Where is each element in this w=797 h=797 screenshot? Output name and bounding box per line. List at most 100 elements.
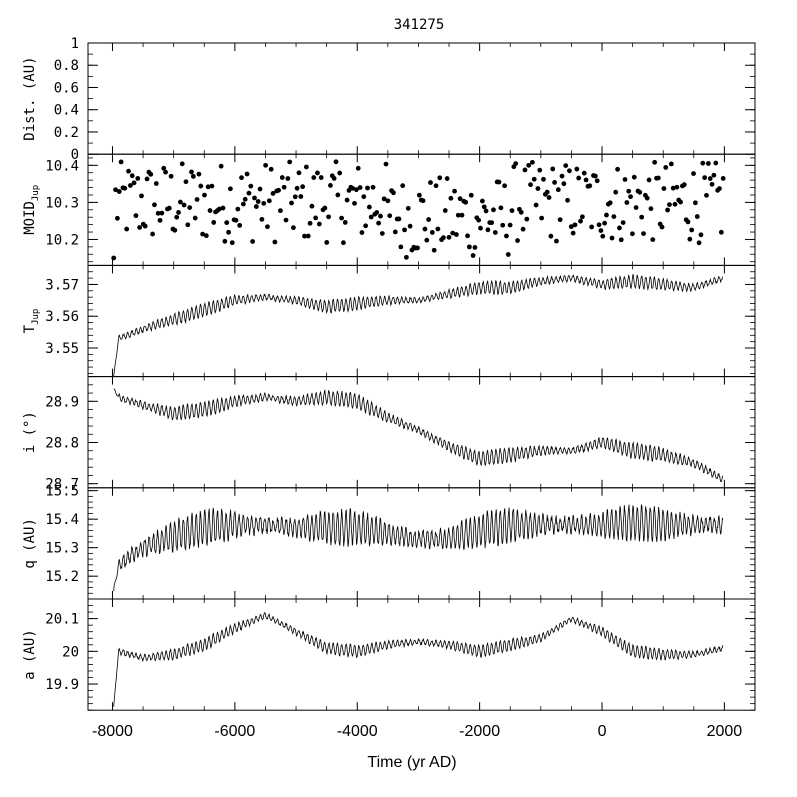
- y-tick-label: 19.9: [45, 677, 79, 693]
- moid-point: [137, 225, 143, 230]
- moid-point: [148, 171, 154, 177]
- moid-point: [544, 189, 550, 195]
- moid-point: [163, 169, 168, 175]
- moid-point: [376, 220, 382, 226]
- moid-point: [554, 238, 559, 244]
- moid-point: [637, 189, 643, 195]
- moid-point: [507, 222, 513, 228]
- x-tick-label: -8000: [92, 723, 133, 740]
- moid-point: [670, 185, 676, 191]
- y-tick-label: 10.4: [45, 158, 79, 174]
- moid-point: [613, 189, 619, 195]
- moid-point: [541, 176, 546, 182]
- moid-point: [278, 208, 283, 214]
- moid-point: [572, 222, 578, 228]
- moid-point: [407, 223, 413, 229]
- moid-point: [463, 199, 469, 205]
- moid-point: [630, 231, 635, 237]
- moid-point: [639, 214, 645, 220]
- panel-frame: [87, 598, 756, 711]
- moid-point: [126, 168, 131, 174]
- moid-point: [405, 205, 411, 211]
- moid-point: [237, 222, 243, 228]
- y-tick-label: 10.3: [45, 195, 79, 211]
- y-tick-label: 0.8: [54, 58, 79, 74]
- moid-point: [420, 198, 426, 204]
- moid-point: [539, 215, 545, 221]
- moid-point: [153, 181, 159, 186]
- moid-point: [633, 205, 639, 210]
- moid-point: [265, 224, 270, 230]
- moid-point: [622, 177, 628, 182]
- moid-point: [294, 185, 300, 191]
- moid-point: [550, 166, 556, 172]
- moid-point: [387, 213, 393, 219]
- moid-point: [581, 170, 587, 176]
- moid-point: [307, 220, 313, 226]
- moid-point: [502, 183, 507, 189]
- moid-point: [233, 217, 239, 223]
- moid-point: [435, 226, 441, 232]
- moid-point: [161, 165, 167, 171]
- moid-point: [565, 197, 570, 203]
- moid-point: [552, 179, 558, 185]
- moid-point: [159, 210, 165, 216]
- moid-point: [115, 215, 120, 221]
- moid-point: [459, 212, 465, 218]
- moid-point: [257, 186, 263, 192]
- moid-point: [509, 208, 515, 214]
- moid-point: [290, 225, 296, 231]
- moid-point: [248, 183, 254, 189]
- moid-point: [198, 183, 204, 189]
- moid-point: [124, 226, 130, 232]
- moid-point: [678, 199, 683, 205]
- y-tick-label: 28.7: [45, 477, 79, 493]
- moid-point: [646, 177, 652, 183]
- moid-point: [442, 208, 448, 213]
- moid-point: [691, 171, 696, 176]
- moid-point: [261, 200, 267, 206]
- moid-point: [452, 188, 457, 194]
- moid-point: [402, 227, 407, 233]
- moid-point: [391, 190, 396, 196]
- moid-point: [561, 181, 567, 187]
- moid-point: [281, 184, 287, 190]
- moid-point: [415, 245, 420, 251]
- moid-point: [381, 196, 387, 202]
- moid-point: [559, 173, 565, 179]
- moid-point: [127, 183, 133, 188]
- moid-point: [707, 176, 713, 181]
- moid-point: [615, 166, 620, 172]
- moid-point: [331, 175, 337, 181]
- moid-point: [424, 237, 430, 243]
- moid-point: [444, 176, 450, 181]
- y-tick-label: 15.2: [45, 569, 79, 585]
- moid-point: [694, 214, 700, 219]
- moid-point: [466, 244, 472, 250]
- moid-point: [272, 239, 278, 245]
- moid-point: [711, 172, 717, 178]
- moid-point: [150, 231, 156, 237]
- moid-point: [628, 194, 633, 200]
- moid-point: [567, 168, 572, 174]
- moid-point: [172, 227, 178, 233]
- moid-point: [207, 208, 213, 213]
- y-tick-label: 10.2: [45, 232, 79, 248]
- moid-point: [142, 223, 148, 229]
- moid-point: [448, 195, 454, 201]
- moid-point: [341, 240, 346, 246]
- y-tick-label: 1: [71, 36, 79, 52]
- x-axis: -8000 -6000 -4000 -2000 0 2000: [92, 723, 742, 740]
- moid-point: [328, 182, 333, 188]
- moid-point: [492, 230, 498, 235]
- moid-point: [537, 167, 543, 173]
- moid-point: [205, 184, 211, 190]
- moid-point: [242, 196, 248, 202]
- moid-point: [609, 235, 615, 241]
- moid-point: [302, 233, 307, 239]
- moid-point: [174, 214, 180, 220]
- moid-point: [326, 214, 331, 220]
- y-axis-label: q (AU): [22, 518, 38, 569]
- moid-point: [244, 171, 250, 177]
- moid-point: [631, 174, 637, 180]
